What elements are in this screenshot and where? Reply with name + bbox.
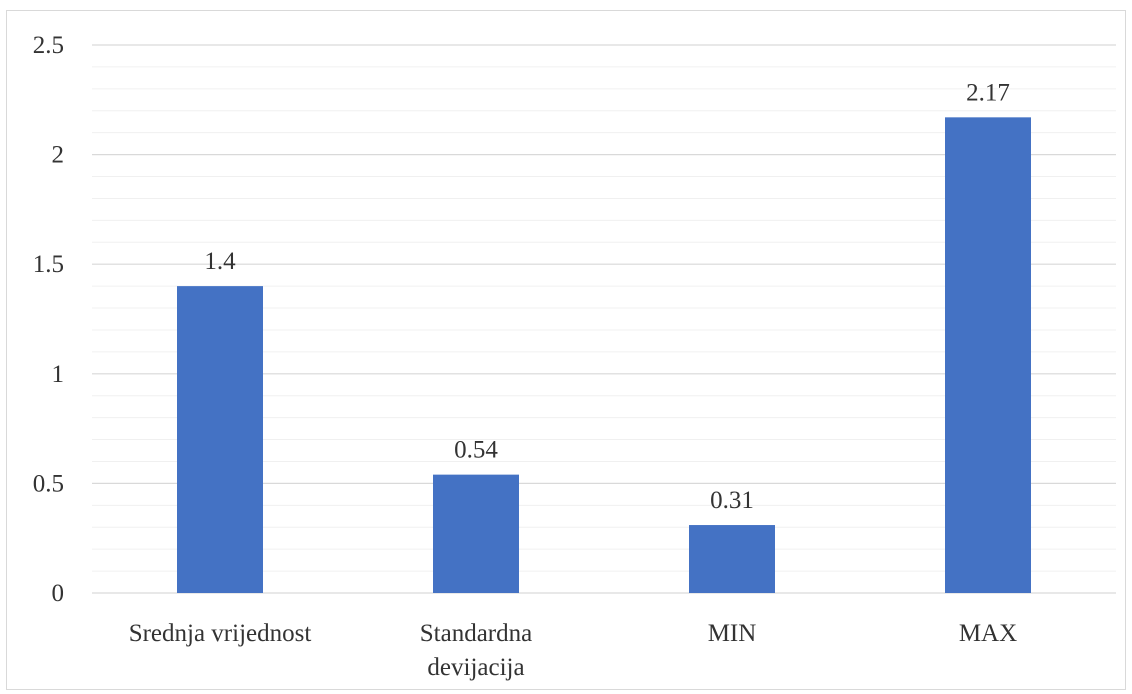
x-category-label: MIN (708, 620, 757, 647)
x-category-label: Standardna devijacija (420, 620, 532, 681)
y-tick-label: 0.5 (33, 470, 64, 497)
x-category-label: MAX (959, 620, 1017, 647)
x-axis-category-labels: Srednja vrijednost Standardna devijacija MI… (129, 620, 1017, 681)
y-axis-tick-labels: 0 0.5 1 1.5 2 2.5 (33, 32, 64, 607)
data-label: 0.31 (710, 487, 754, 514)
y-tick-label: 2.5 (33, 32, 64, 59)
x-category-label: Srednja vrijednost (129, 620, 312, 647)
data-label: 0.54 (454, 437, 498, 464)
data-labels: 1.4 0.54 0.31 2.17 (204, 79, 1010, 514)
bar-series (177, 117, 1031, 593)
bar-min (689, 525, 775, 593)
y-tick-label: 0 (52, 580, 65, 607)
y-tick-label: 1 (52, 361, 65, 388)
y-tick-label: 1.5 (33, 251, 64, 278)
data-label: 2.17 (966, 79, 1010, 106)
data-label: 1.4 (204, 248, 236, 275)
y-tick-label: 2 (52, 142, 65, 169)
bar-standardna-devijacija (433, 474, 519, 593)
bar-max (945, 117, 1031, 593)
bar-srednja-vrijednost (177, 286, 263, 593)
